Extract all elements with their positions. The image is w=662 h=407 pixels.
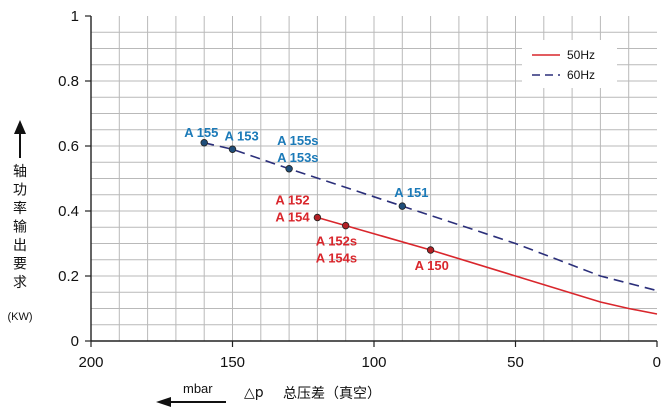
data-point bbox=[228, 145, 237, 153]
y-axis-title-char: 输 bbox=[13, 220, 27, 236]
y-tick-label: 0.6 bbox=[58, 138, 79, 155]
data-point bbox=[398, 202, 406, 210]
y-axis-title-char: 求 bbox=[13, 275, 27, 291]
x-axis-title: 总压差（真空） bbox=[283, 386, 381, 402]
data-point bbox=[426, 246, 435, 254]
data-label: A 155s bbox=[277, 133, 318, 148]
data-point bbox=[285, 165, 293, 173]
data-label: A 154s bbox=[316, 251, 357, 266]
y-tick-label: 0.8 bbox=[58, 73, 79, 90]
x-axis-arrow-icon bbox=[156, 397, 171, 407]
legend-box bbox=[522, 40, 617, 88]
data-label: A 155 bbox=[184, 125, 218, 140]
x-tick-label: 200 bbox=[78, 354, 103, 371]
x-tick-label: 150 bbox=[220, 354, 245, 371]
data-label: A 151 bbox=[394, 185, 428, 200]
y-axis-unit: (KW) bbox=[7, 311, 32, 323]
y-tick-label: 0.4 bbox=[58, 203, 79, 220]
y-axis-title-char: 出 bbox=[13, 238, 27, 254]
x-tick-label: 100 bbox=[361, 354, 386, 371]
axes: 0 0.2 0.4 0.6 0.8 1 200 150 100 50 0 bbox=[58, 8, 661, 371]
y-axis-title-char: 率 bbox=[13, 200, 27, 217]
y-tick-label: 0.2 bbox=[58, 268, 79, 285]
y-tick-label: 1 bbox=[71, 8, 79, 25]
data-markers: A 155 A 153 A 155s A 153s A 151 A 152 A 154 A 1… bbox=[184, 125, 449, 273]
x-axis-delta-p: △p bbox=[244, 385, 264, 401]
data-label: A 153s bbox=[277, 150, 318, 165]
data-label: A 150 bbox=[415, 258, 449, 273]
data-label: A 153 bbox=[225, 128, 259, 143]
x-axis-unit: mbar bbox=[183, 381, 213, 396]
legend-label-50hz: 50Hz bbox=[567, 48, 595, 62]
x-tick-label: 50 bbox=[507, 354, 524, 371]
legend: 50Hz 60Hz bbox=[522, 40, 617, 88]
data-point bbox=[313, 213, 322, 222]
y-axis-title-char: 轴 bbox=[13, 164, 27, 180]
data-label: A 152s bbox=[316, 234, 357, 249]
grid bbox=[91, 16, 657, 341]
y-axis-title-char: 功 bbox=[13, 183, 27, 199]
y-axis-arrow-icon bbox=[14, 120, 26, 134]
data-label: A 152 bbox=[275, 193, 309, 208]
x-tick-label: 0 bbox=[653, 354, 661, 371]
data-point bbox=[342, 221, 350, 230]
legend-label-60hz: 60Hz bbox=[567, 68, 595, 82]
data-point bbox=[200, 139, 208, 147]
data-label: A 154 bbox=[275, 210, 310, 225]
y-axis-title-char: 要 bbox=[13, 257, 27, 273]
y-tick-label: 0 bbox=[71, 333, 79, 350]
